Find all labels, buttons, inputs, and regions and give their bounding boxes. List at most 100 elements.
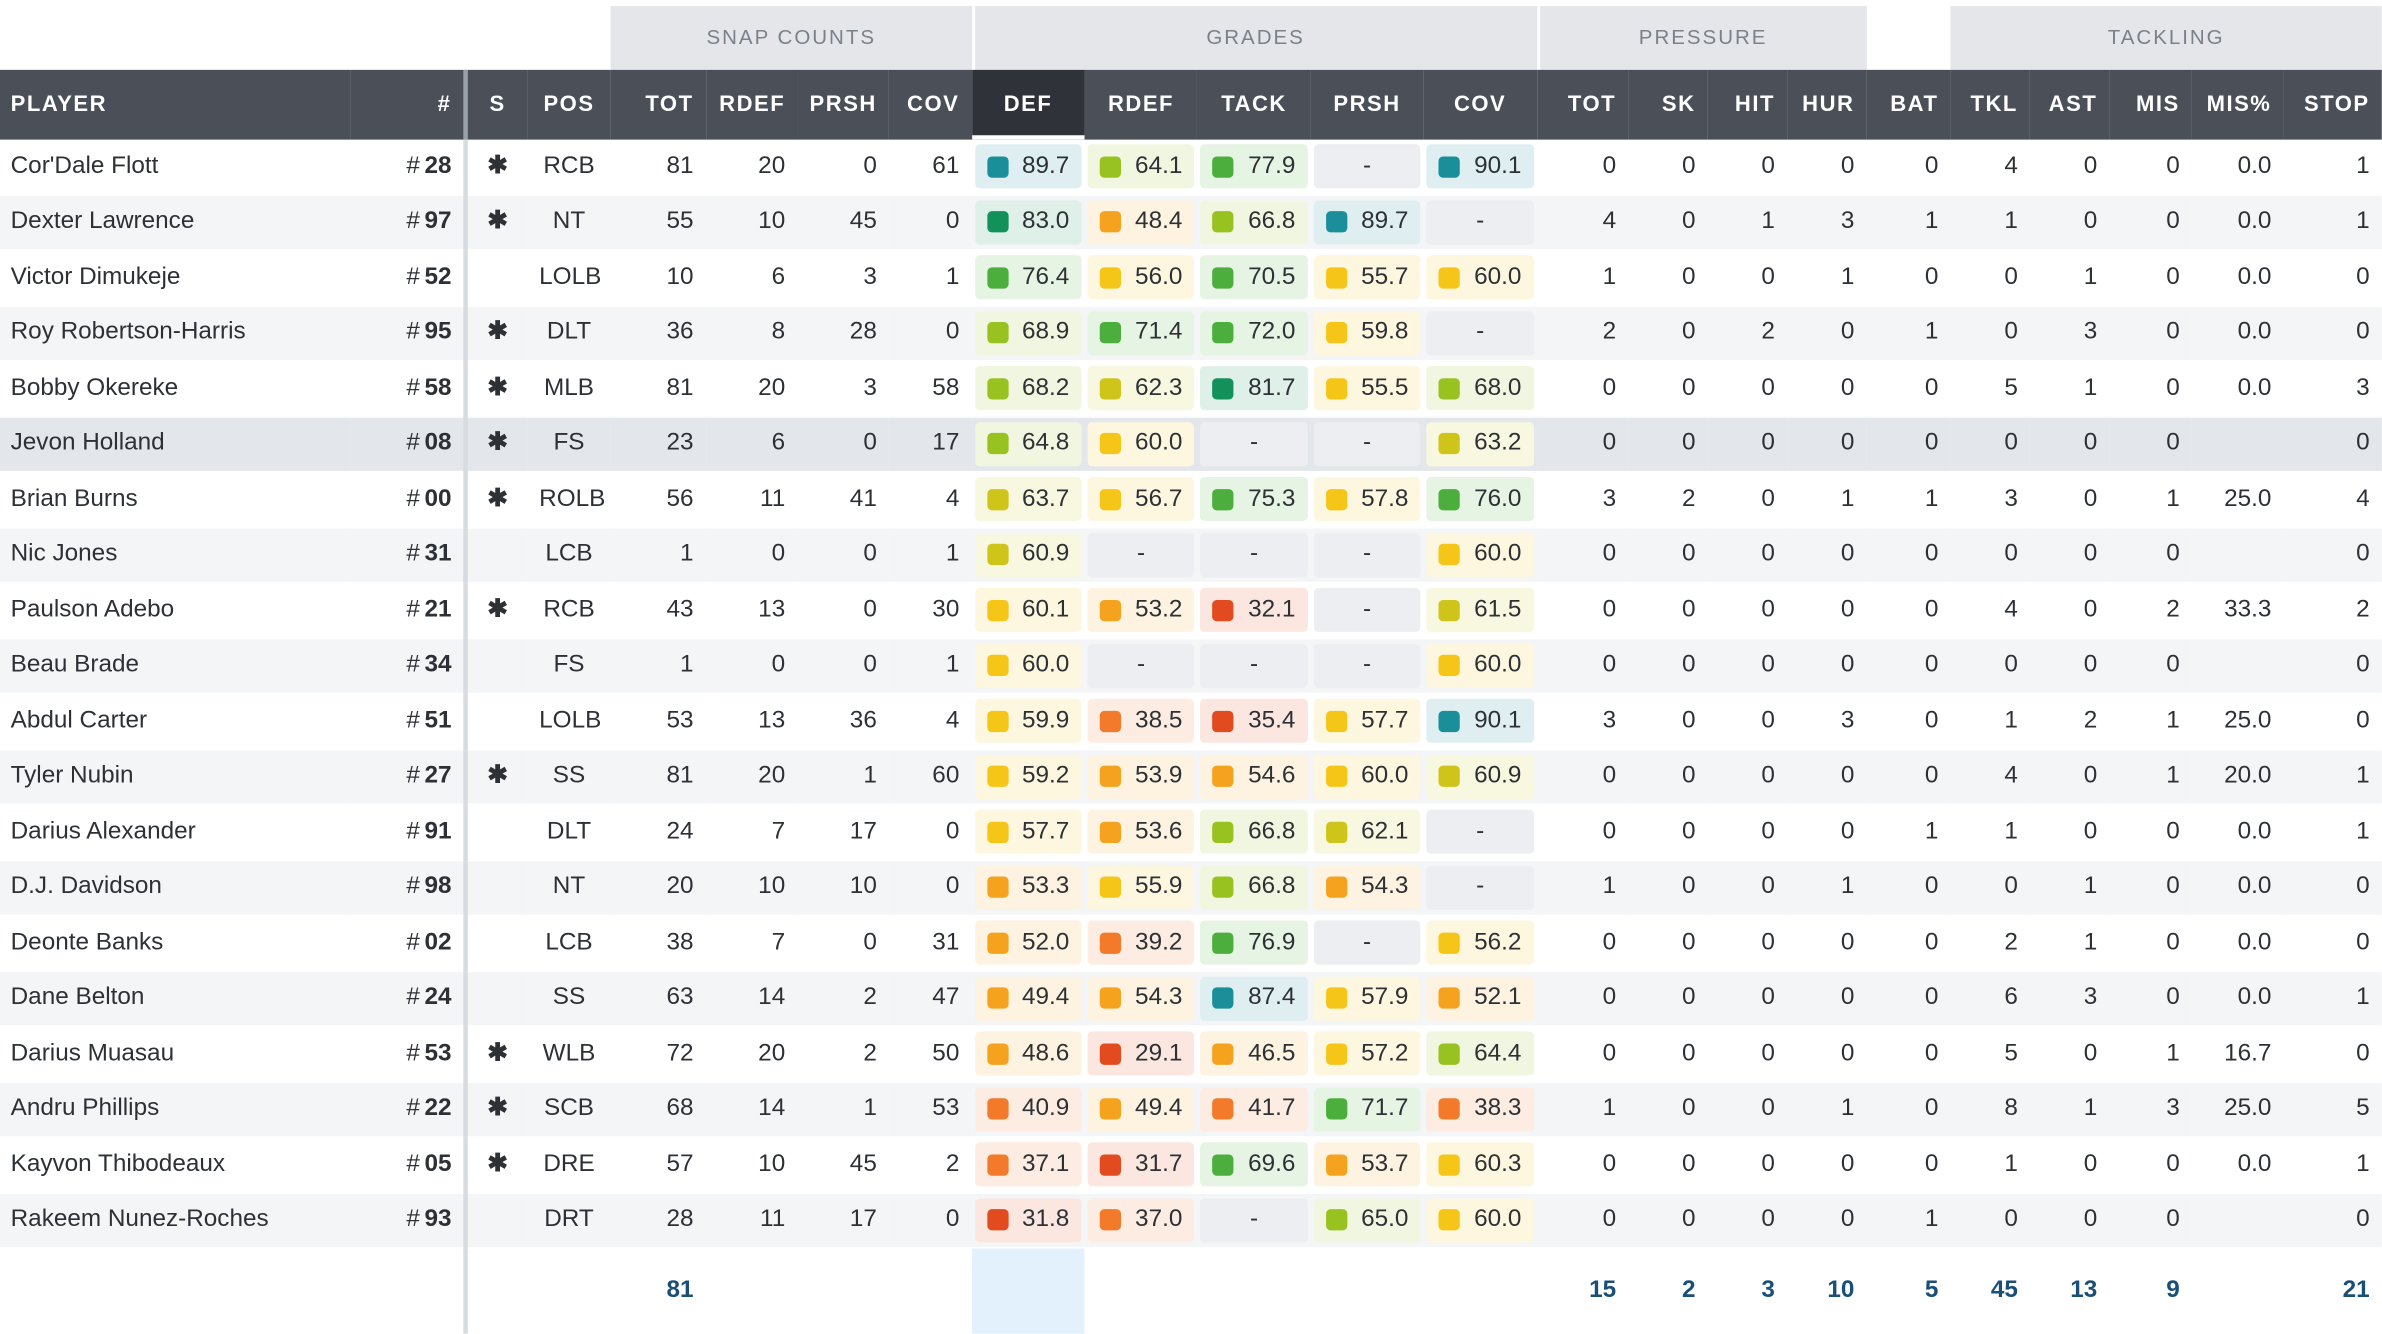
player-row[interactable]: Cor'Dale Flott #28 ✱ RCB 81 20 0 61 89.7 64.1 77.9…: [0, 139, 2382, 196]
jersey-hash: #: [406, 1095, 420, 1122]
player-row[interactable]: Dane Belton #24 SS 63 14 2 47 49.4 54.3 87.4 57.9 5…: [0, 970, 2382, 1027]
col-position[interactable]: POS: [526, 69, 612, 140]
player-name-link[interactable]: D.J. Davidson: [0, 859, 352, 916]
player-name-link[interactable]: Darius Muasau: [0, 1026, 352, 1083]
col-grade-rdef[interactable]: RDEF: [1084, 69, 1198, 140]
player-name-link[interactable]: Deonte Banks: [0, 915, 352, 972]
grade-cell-cov: 60.0: [1423, 637, 1537, 695]
col-grade-cov[interactable]: COV: [1423, 69, 1537, 140]
player-name-link[interactable]: Kayvon Thibodeaux: [0, 1136, 352, 1194]
total-hurries: 10: [1787, 1247, 1867, 1334]
stat-mis-pct: [2191, 527, 2284, 584]
stat-mis: 0: [2109, 305, 2192, 362]
player-name-link[interactable]: Andru Phillips: [0, 1081, 352, 1138]
col-snap-rdef[interactable]: RDEF: [705, 69, 798, 140]
grade-pill: 68.2: [974, 366, 1082, 411]
col-grade-prsh[interactable]: PRSH: [1310, 69, 1424, 140]
stat-mis-pct: 0.0: [2191, 915, 2284, 972]
player-row[interactable]: Darius Muasau #53 ✱ WLB 72 20 2 50 48.6 29.1 46.5 5…: [0, 1026, 2382, 1083]
total-missed: 9: [2109, 1247, 2192, 1334]
grade-pill: 55.9: [1087, 865, 1195, 910]
player-row[interactable]: Rakeem Nunez-Roches #93 DRT 28 11 17 0 31.8 37.0…: [0, 1192, 2382, 1249]
col-missed[interactable]: MIS: [2109, 69, 2192, 140]
grade-value: -: [1476, 208, 1485, 235]
jersey-number: #02: [351, 915, 466, 972]
player-row[interactable]: Roy Robertson-Harris #95 ✱ DLT 36 8 28 0 68.9 71.…: [0, 305, 2382, 362]
col-tackles[interactable]: TKL: [1950, 69, 2031, 140]
snap-prsh: 2: [797, 1026, 889, 1083]
player-name-link[interactable]: Dane Belton: [0, 970, 352, 1027]
stat-bat: 1: [1866, 471, 1951, 528]
player-name-link[interactable]: Nic Jones: [0, 527, 352, 584]
stat-mis: 0: [2109, 249, 2192, 307]
player-row[interactable]: Victor Dimukeje #52 LOLB 10 6 3 1 76.4 56.0 70.5 5…: [0, 249, 2382, 307]
col-snap-tot[interactable]: TOT: [611, 69, 706, 140]
grade-color-swatch-icon: [1438, 1043, 1461, 1065]
col-assists[interactable]: AST: [2030, 69, 2110, 140]
player-row[interactable]: Kayvon Thibodeaux #05 ✱ DRE 57 10 45 2 37.1 31.7 6…: [0, 1136, 2382, 1194]
player-name-link[interactable]: Tyler Nubin: [0, 748, 352, 806]
player-row[interactable]: Beau Brade #34 FS 1 0 0 1 60.0- - -60.0 0 0 0 0 0 0 0 0 0: [0, 637, 2382, 695]
player-row[interactable]: Brian Burns #00 ✱ ROLB 56 11 41 4 63.7 56.7 75.3 57…: [0, 471, 2382, 528]
player-row[interactable]: Bobby Okereke #58 ✱ MLB 81 20 3 58 68.2 62.3 81.7 5…: [0, 360, 2382, 417]
grade-color-swatch-icon: [986, 488, 1008, 511]
player-row[interactable]: Nic Jones #31 LCB 1 0 0 1 60.9- - -60.0 0 0 0 0 0 0 0 0 0: [0, 527, 2382, 584]
grade-cell-rdef: 56.7: [1084, 471, 1198, 528]
grade-value: 69.6: [1248, 1151, 1296, 1177]
stat-ast: 0: [2030, 1026, 2110, 1083]
player-name-link[interactable]: Darius Alexander: [0, 804, 352, 861]
grade-cell-tack: 66.8: [1197, 194, 1311, 251]
player-name-link[interactable]: Roy Robertson-Harris: [0, 305, 352, 362]
player-row[interactable]: Jevon Holland #08 ✱ FS 23 6 0 17 64.8 60.0- -63.2 0…: [0, 416, 2382, 473]
player-name-link[interactable]: Beau Brade: [0, 637, 352, 695]
stat-hur: 0: [1787, 305, 1867, 362]
snap-prsh: 1: [797, 748, 889, 806]
player-row[interactable]: Abdul Carter #51 LOLB 53 13 36 4 59.9 38.5 35.4 57…: [0, 693, 2382, 750]
stat-tkl: 0: [1950, 249, 2031, 307]
col-snap-prsh[interactable]: PRSH: [797, 69, 889, 140]
player-row[interactable]: Darius Alexander #91 DLT 24 7 17 0 57.7 53.6 66.8…: [0, 804, 2382, 861]
player-name-link[interactable]: Dexter Lawrence: [0, 194, 352, 251]
player-row[interactable]: Deonte Banks #02 LCB 38 7 0 31 52.0 39.2 76.9-56.…: [0, 915, 2382, 972]
col-pressure-tot[interactable]: TOT: [1536, 69, 1629, 140]
grade-cell-rdef: -: [1084, 637, 1198, 695]
col-snap-cov[interactable]: COV: [888, 69, 972, 140]
player-row[interactable]: Dexter Lawrence #97 ✱ NT 55 10 45 0 83.0 48.4 66.8…: [0, 194, 2382, 251]
col-batted[interactable]: BAT: [1866, 69, 1951, 140]
col-stops[interactable]: STOP: [2283, 69, 2382, 140]
player-name-link[interactable]: Rakeem Nunez-Roches: [0, 1192, 352, 1249]
player-row[interactable]: D.J. Davidson #98 NT 20 10 10 0 53.3 55.9 66.8 54.…: [0, 859, 2382, 916]
col-missed-pct[interactable]: MIS%: [2191, 69, 2284, 140]
jersey-number-value: 31: [424, 541, 452, 567]
player-name-link[interactable]: Jevon Holland: [0, 416, 352, 473]
player-row[interactable]: Tyler Nubin #27 ✱ SS 81 20 1 60 59.2 53.9 54.6 60.0…: [0, 748, 2382, 806]
player-name-link[interactable]: Abdul Carter: [0, 693, 352, 750]
grade-value: 64.8: [1022, 430, 1070, 457]
col-number[interactable]: #: [351, 69, 466, 140]
col-starter[interactable]: S: [463, 69, 527, 140]
player-name-link[interactable]: Cor'Dale Flott: [0, 139, 352, 196]
col-hits[interactable]: HIT: [1707, 69, 1788, 140]
col-player[interactable]: PLAYER: [0, 69, 352, 140]
player-name-link[interactable]: Bobby Okereke: [0, 360, 352, 417]
stat-hur: 1: [1787, 859, 1867, 916]
player-name-link[interactable]: Paulson Adebo: [0, 582, 352, 639]
snap-prsh: 0: [797, 139, 889, 196]
stat-mis-pct: 16.7: [2191, 1026, 2284, 1083]
grade-pill-empty: -: [1313, 144, 1421, 189]
starter-asterisk-icon: ✱: [463, 748, 527, 806]
col-grade-tack[interactable]: TACK: [1197, 69, 1311, 140]
col-grade-def[interactable]: DEF: [971, 69, 1085, 140]
col-hurries[interactable]: HUR: [1787, 69, 1867, 140]
player-row[interactable]: Andru Phillips #22 ✱ SCB 68 14 1 53 40.9 49.4 41.7…: [0, 1081, 2382, 1138]
grade-pill: 90.1: [1426, 144, 1534, 189]
col-sacks[interactable]: SK: [1628, 69, 1708, 140]
grade-color-swatch-icon: [1438, 1154, 1461, 1176]
player-row[interactable]: Paulson Adebo #21 ✱ RCB 43 13 0 30 60.1 53.2 32.1-…: [0, 582, 2382, 639]
grade-cell-cov: 38.3: [1423, 1081, 1537, 1138]
starter-asterisk-icon: ✱: [463, 582, 527, 639]
player-name-link[interactable]: Brian Burns: [0, 471, 352, 528]
player-name-link[interactable]: Victor Dimukeje: [0, 249, 352, 307]
jersey-hash: #: [406, 707, 420, 734]
grade-cell-def: 64.8: [971, 416, 1085, 473]
